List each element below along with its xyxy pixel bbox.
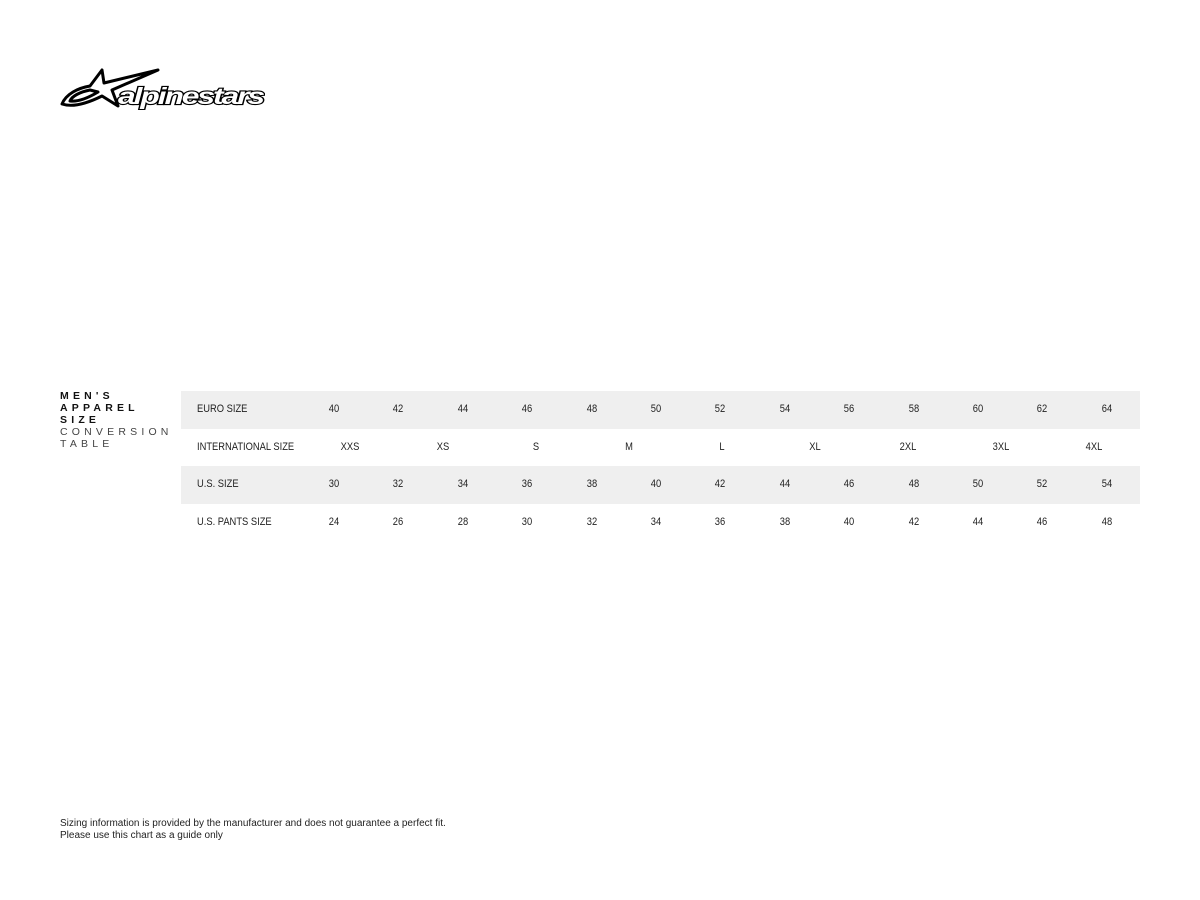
table-cell: 38: [779, 515, 791, 528]
table-cell: 58: [908, 403, 919, 415]
table-cell: 42: [715, 478, 726, 490]
title-line: MEN'S: [60, 390, 114, 402]
disclaimer-line: Please use this chart as a guide only: [60, 830, 223, 841]
table-cell: 62: [1037, 403, 1048, 415]
table-cell: 36: [715, 515, 726, 528]
table-cell: 44: [457, 403, 469, 415]
table-cell: 50: [972, 478, 984, 490]
table-cell: 34: [457, 478, 469, 490]
table-cell: 48: [908, 478, 919, 490]
table-cell: 56: [843, 403, 855, 415]
table-row: INTERNATIONAL SIZE XXS XS S M L XL 2XL 3XL 4XL: [181, 429, 1140, 467]
size-conversion-table: EURO SIZE 40 42 44 46 48 50 52 54 56 58 60 62 64 INTER…: [181, 391, 1140, 541]
table-cell: 50: [650, 403, 662, 415]
table-cell: 24: [328, 515, 340, 528]
table-row: U.S. PANTS SIZE 24 26 28 30 32 34 36 38 40 42 44 46 4…: [181, 504, 1140, 542]
table-row: U.S. SIZE 30 32 34 36 38 40 42 44 46 48 50 52 54: [181, 466, 1140, 504]
table-cell: 38: [586, 478, 597, 490]
table-cell: S: [532, 440, 540, 453]
table-cell: L: [719, 440, 725, 453]
disclaimer-line: Sizing information is provided by the ma…: [60, 818, 446, 829]
table-cell: 60: [972, 403, 984, 415]
table-cell: 46: [521, 403, 533, 415]
table-cell: 30: [521, 515, 533, 528]
row-label: U.S. SIZE: [197, 478, 239, 490]
table-cell: XXS: [340, 440, 360, 453]
disclaimer: Sizing information is provided by the ma…: [60, 818, 446, 842]
row-label: INTERNATIONAL SIZE: [197, 440, 295, 453]
table-cell: 3XL: [992, 440, 1010, 453]
table-title: MEN'S APPAREL SIZE CONVERSION TABLE: [60, 390, 173, 450]
row-label: EURO SIZE: [197, 403, 248, 415]
table-cell: 32: [393, 478, 404, 490]
table-cell: XL: [809, 440, 821, 453]
table-cell: 52: [1037, 478, 1048, 490]
table-cell: 52: [715, 403, 726, 415]
title-line: APPAREL: [60, 402, 139, 414]
alpinestars-logo: alpinestars: [60, 68, 265, 110]
table-cell: 2XL: [899, 440, 917, 453]
table-cell: 28: [457, 515, 469, 528]
table-cell: XS: [436, 440, 450, 453]
table-cell: 40: [843, 515, 855, 528]
table-cell: 54: [779, 403, 791, 415]
table-cell: 30: [328, 478, 340, 490]
svg-text:alpinestars: alpinestars: [118, 83, 264, 109]
table-cell: 48: [586, 403, 597, 415]
title-line: TABLE: [60, 438, 114, 450]
table-cell: 32: [586, 515, 597, 528]
table-cell: 44: [972, 515, 984, 528]
table-cell: 4XL: [1085, 440, 1103, 453]
table-cell: 40: [328, 403, 340, 415]
table-cell: 48: [1101, 515, 1113, 528]
table-cell: 64: [1101, 403, 1113, 415]
table-cell: 42: [393, 403, 404, 415]
table-cell: 34: [650, 515, 662, 528]
table-cell: 42: [908, 515, 919, 528]
table-cell: 54: [1101, 478, 1113, 490]
table-cell: 46: [843, 478, 855, 490]
title-line: CONVERSION: [60, 426, 173, 438]
row-label: U.S. PANTS SIZE: [197, 515, 272, 528]
table-cell: 40: [650, 478, 662, 490]
table-cell: M: [625, 440, 633, 453]
title-line: SIZE: [60, 414, 101, 426]
table-cell: 44: [779, 478, 791, 490]
table-cell: 46: [1037, 515, 1048, 528]
star-icon: [60, 68, 160, 108]
table-row: EURO SIZE 40 42 44 46 48 50 52 54 56 58 60 62 64: [181, 391, 1140, 429]
table-cell: 26: [393, 515, 404, 528]
table-cell: 36: [521, 478, 533, 490]
